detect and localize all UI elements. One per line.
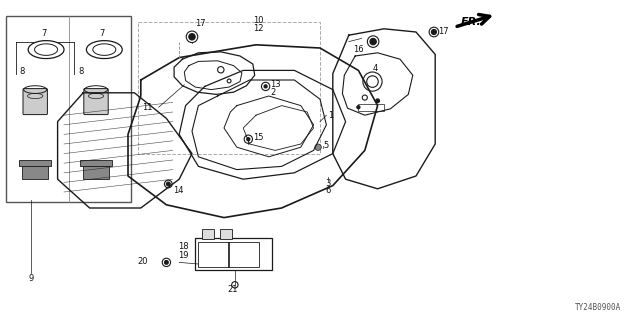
Text: 8: 8 (19, 68, 24, 76)
Text: 1: 1 (328, 111, 333, 120)
FancyBboxPatch shape (83, 166, 109, 179)
FancyBboxPatch shape (84, 89, 108, 115)
Text: 13: 13 (270, 80, 281, 89)
Bar (202, 229, 214, 239)
Text: FR.: FR. (461, 17, 481, 27)
Text: 19: 19 (179, 252, 189, 260)
Circle shape (370, 38, 376, 45)
FancyBboxPatch shape (19, 160, 51, 166)
Circle shape (357, 106, 360, 109)
Bar (138, 22, 320, 154)
Text: 2: 2 (270, 88, 275, 97)
Bar (6, 16, 131, 202)
Text: 20: 20 (138, 257, 148, 266)
Text: 14: 14 (173, 186, 183, 195)
Bar (220, 229, 232, 239)
Text: 16: 16 (353, 45, 364, 54)
Bar (195, 238, 272, 270)
Text: 3: 3 (325, 180, 330, 188)
Text: 10: 10 (253, 16, 263, 25)
Text: 17: 17 (438, 27, 449, 36)
Bar (358, 104, 384, 111)
Circle shape (164, 260, 168, 264)
Circle shape (431, 29, 436, 35)
Circle shape (264, 85, 268, 88)
Text: 8: 8 (78, 68, 83, 76)
Text: 7: 7 (42, 29, 47, 38)
Circle shape (189, 34, 195, 40)
Text: TY24B0900A: TY24B0900A (575, 303, 621, 312)
Text: 12: 12 (253, 24, 263, 33)
Bar (228, 242, 259, 267)
Text: 15: 15 (253, 133, 263, 142)
Text: 4: 4 (372, 64, 378, 73)
Circle shape (315, 144, 321, 150)
FancyBboxPatch shape (22, 166, 48, 179)
Text: 5: 5 (323, 141, 328, 150)
Text: 9: 9 (29, 274, 34, 283)
FancyBboxPatch shape (23, 89, 47, 115)
Text: 7: 7 (99, 29, 104, 38)
Circle shape (376, 99, 380, 103)
Text: 21: 21 (227, 285, 237, 294)
Circle shape (166, 182, 170, 186)
Text: 11: 11 (142, 103, 152, 112)
Text: 18: 18 (178, 242, 189, 251)
FancyBboxPatch shape (80, 160, 112, 166)
Text: 6: 6 (325, 186, 330, 195)
Circle shape (247, 138, 250, 141)
Bar (198, 242, 229, 267)
Text: 17: 17 (195, 19, 206, 28)
